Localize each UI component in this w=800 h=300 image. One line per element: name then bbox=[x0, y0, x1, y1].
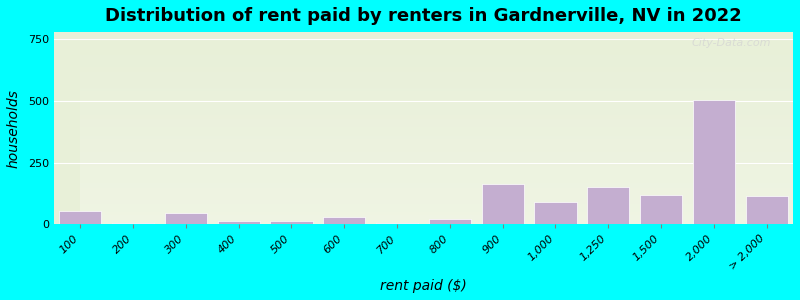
Bar bbox=[218, 220, 260, 224]
Text: City-Data.com: City-Data.com bbox=[691, 38, 771, 48]
Bar bbox=[693, 100, 735, 224]
Bar bbox=[165, 213, 207, 224]
Bar bbox=[640, 195, 682, 224]
Bar bbox=[587, 187, 630, 224]
Bar bbox=[323, 217, 366, 224]
Y-axis label: households: households bbox=[7, 89, 21, 168]
Bar bbox=[534, 202, 577, 224]
Bar bbox=[112, 223, 154, 224]
Bar bbox=[270, 220, 313, 224]
Bar bbox=[746, 196, 788, 224]
X-axis label: rent paid ($): rent paid ($) bbox=[380, 279, 467, 293]
Bar bbox=[429, 219, 471, 224]
Bar bbox=[376, 223, 418, 224]
Bar bbox=[59, 211, 102, 224]
Title: Distribution of rent paid by renters in Gardnerville, NV in 2022: Distribution of rent paid by renters in … bbox=[105, 7, 742, 25]
Bar bbox=[482, 184, 524, 224]
